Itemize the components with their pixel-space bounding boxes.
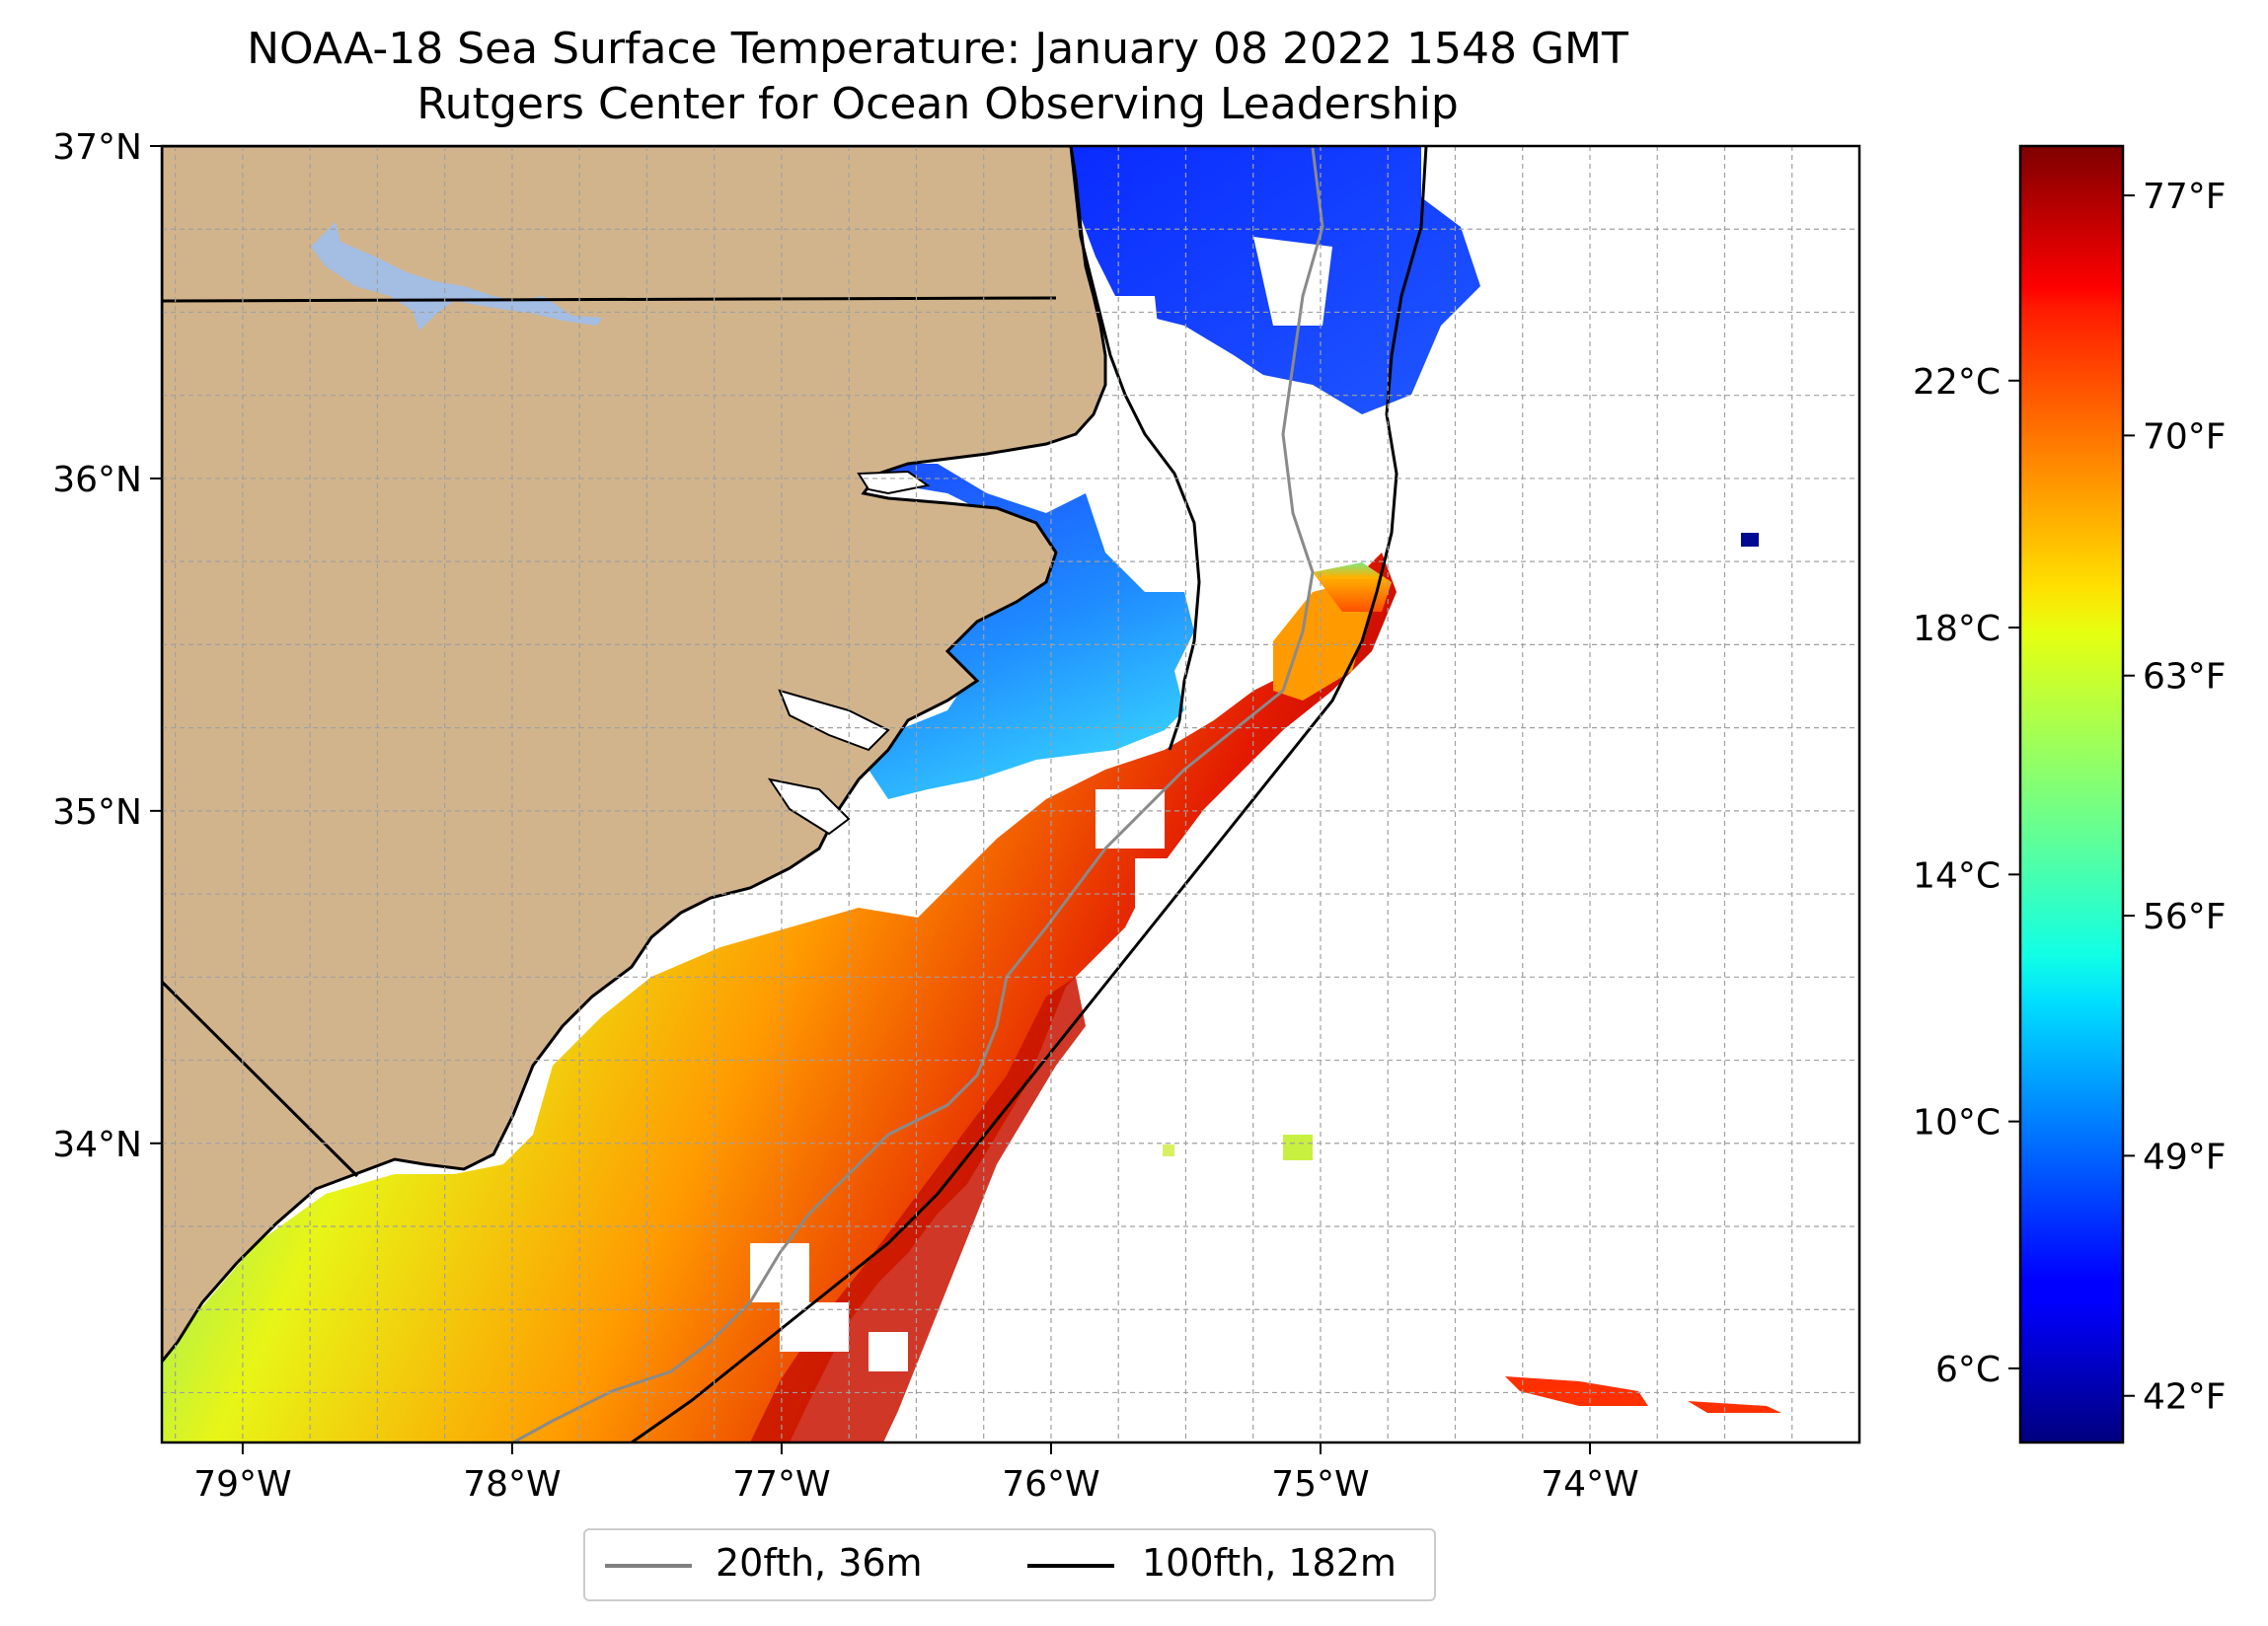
- cloud-gap-3: [869, 1332, 908, 1371]
- border-nc-va: [162, 296, 1057, 303]
- lake-kerr: [311, 222, 602, 331]
- lon-tick-label: 79°W: [193, 1464, 291, 1505]
- colorbar-fahrenheit-label: 63°F: [2143, 657, 2227, 698]
- colorbar-celsius-label: 22°C: [1913, 362, 2001, 403]
- colorbar-celsius-label: 18°C: [1913, 609, 2001, 649]
- lon-tick-label: 78°W: [463, 1464, 561, 1505]
- map-subtitle: Rutgers Center for Ocean Observing Leade…: [416, 79, 1459, 129]
- river-estuary-1: [857, 470, 931, 495]
- colorbar-celsius-label: 6°C: [1935, 1350, 2001, 1390]
- sst-patch-small-2: [1163, 1145, 1174, 1156]
- lon-tick-label: 75°W: [1271, 1464, 1369, 1505]
- map-title: NOAA-18 Sea Surface Temperature: January…: [247, 24, 1628, 74]
- sst-patch-small-1: [1283, 1135, 1313, 1160]
- contour-20fth: [512, 147, 1324, 1442]
- cloud-gap-north: [1096, 296, 1303, 513]
- lon-tick-label: 76°W: [1002, 1464, 1099, 1505]
- legend-label-20fth: 20fth, 36m: [716, 1541, 923, 1585]
- sst-patch-cold-far: [1741, 533, 1759, 547]
- colorbar-fahrenheit-label: 56°F: [2143, 897, 2227, 937]
- outer-banks-coastline: [1069, 146, 1201, 751]
- colorbar: [2018, 144, 2125, 1444]
- lat-tick-label: 35°N: [52, 792, 142, 833]
- colorbar-celsius-label: 10°C: [1913, 1103, 2001, 1144]
- sst-patch-far-south-1: [1505, 1376, 1648, 1406]
- lat-tick-label: 37°N: [52, 127, 142, 168]
- colorbar-fahrenheit-label: 49°F: [2143, 1137, 2227, 1177]
- colorbar-fahrenheit-label: 70°F: [2143, 416, 2227, 457]
- map-gridlines: [162, 145, 1860, 1442]
- map-frame: [160, 144, 1861, 1444]
- sst-shelf-warm-region: [162, 553, 1397, 1442]
- lat-tick-label: 36°N: [52, 460, 142, 500]
- lon-tick-label: 77°W: [732, 1464, 830, 1505]
- cloud-gap-2: [780, 1302, 849, 1352]
- sst-patch-east: [1313, 562, 1392, 612]
- sst-patch-far-south-2: [1688, 1401, 1781, 1413]
- colorbar-fahrenheit-label: 77°F: [2143, 177, 2227, 217]
- colorbar-celsius-label: 14°C: [1913, 855, 2001, 896]
- colorbar-fahrenheit-label: 42°F: [2143, 1377, 2227, 1418]
- legend-line-100fth: [1027, 1564, 1114, 1568]
- contour-legend: 20fth, 36m 100fth, 182m: [583, 1528, 1436, 1601]
- land-north-carolina: [162, 146, 1107, 1365]
- map-axes: 79°W 78°W 77°W 76°W 75°W 74°W 37°N 36°N 35°N 34°N: [52, 127, 1638, 1505]
- river-estuary-3: [767, 777, 851, 836]
- sst-sounds-region: [869, 464, 1194, 799]
- lat-tick-label: 34°N: [52, 1125, 142, 1165]
- lon-tick-label: 74°W: [1541, 1464, 1638, 1505]
- cloud-gap-5: [1135, 858, 1184, 908]
- legend-line-20fth: [605, 1564, 692, 1568]
- colorbar-ticks: 6°C 10°C 14°C 18°C 22°C 42°F 49°F 56°F 63°F 70°F 7…: [1913, 177, 2226, 1418]
- legend-label-100fth: 100fth, 182m: [1142, 1541, 1397, 1585]
